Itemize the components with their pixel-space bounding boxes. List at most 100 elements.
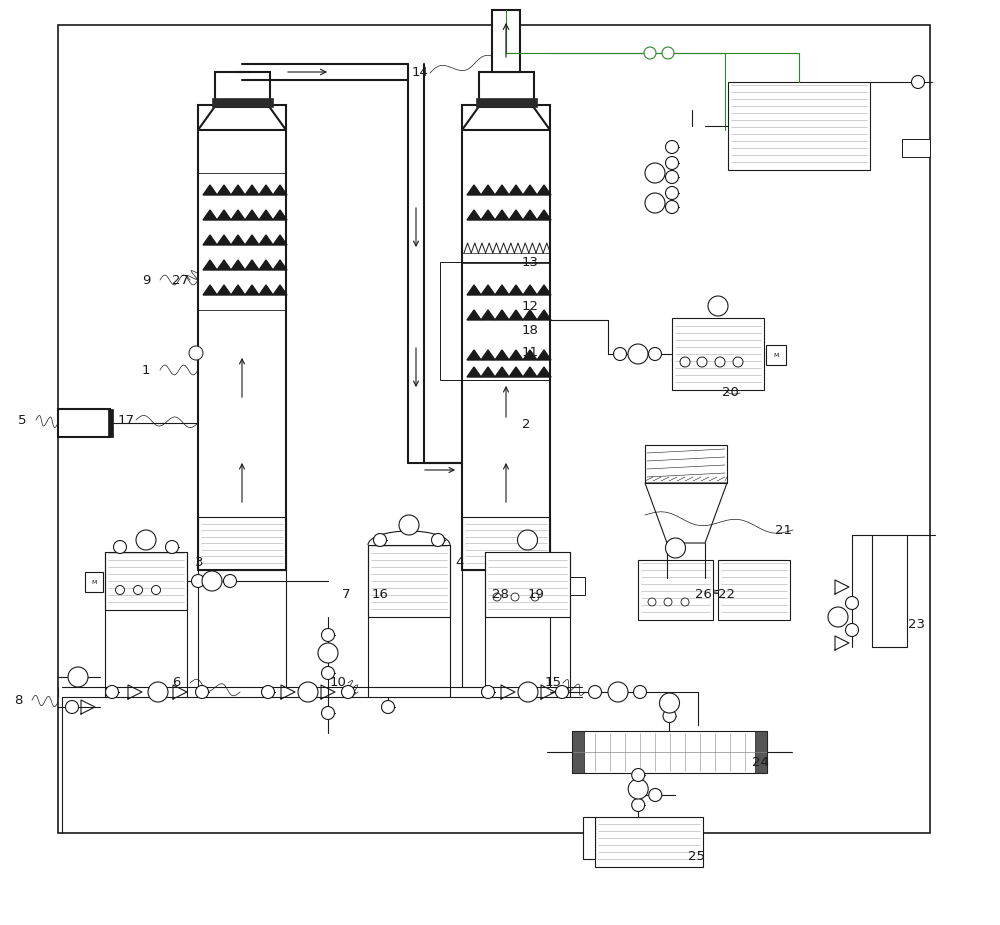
Text: 23: 23 — [908, 619, 925, 632]
Polygon shape — [217, 235, 231, 245]
Circle shape — [432, 534, 444, 547]
Bar — [212, 98, 273, 107]
Circle shape — [196, 685, 208, 698]
Bar — [672, 318, 764, 390]
Bar — [766, 345, 786, 365]
Circle shape — [645, 163, 665, 183]
Circle shape — [666, 170, 678, 183]
Circle shape — [106, 685, 119, 698]
Circle shape — [192, 574, 205, 587]
Polygon shape — [481, 367, 495, 377]
Circle shape — [518, 530, 538, 550]
Polygon shape — [467, 367, 481, 377]
Circle shape — [697, 357, 707, 367]
Polygon shape — [231, 185, 245, 195]
Text: 21: 21 — [775, 524, 792, 536]
Polygon shape — [523, 350, 537, 360]
Polygon shape — [523, 285, 537, 295]
Polygon shape — [259, 285, 273, 295]
Circle shape — [733, 357, 743, 367]
Text: 8: 8 — [14, 694, 22, 707]
Polygon shape — [231, 235, 245, 245]
Circle shape — [632, 798, 645, 811]
Circle shape — [648, 348, 662, 361]
Polygon shape — [481, 185, 495, 195]
Text: 2: 2 — [522, 418, 530, 431]
Bar — [214, 72, 270, 107]
Text: 9: 9 — [142, 274, 150, 287]
Circle shape — [342, 685, 354, 698]
Polygon shape — [523, 310, 537, 320]
Circle shape — [482, 685, 494, 698]
Circle shape — [632, 769, 645, 782]
Circle shape — [634, 685, 646, 698]
Text: 22: 22 — [718, 588, 735, 601]
Polygon shape — [245, 210, 259, 220]
Polygon shape — [273, 260, 287, 270]
Polygon shape — [203, 260, 217, 270]
Circle shape — [322, 667, 334, 680]
Bar — [58, 409, 110, 437]
Polygon shape — [467, 210, 481, 220]
Circle shape — [68, 667, 88, 687]
Bar — [85, 572, 103, 592]
Circle shape — [116, 586, 124, 595]
Bar — [462, 105, 550, 570]
Text: 3: 3 — [195, 557, 204, 570]
Bar — [108, 409, 113, 437]
Polygon shape — [231, 210, 245, 220]
Circle shape — [828, 607, 848, 627]
Text: 25: 25 — [688, 850, 705, 864]
Polygon shape — [467, 285, 481, 295]
Polygon shape — [467, 350, 481, 360]
Polygon shape — [217, 260, 231, 270]
Polygon shape — [537, 185, 551, 195]
Circle shape — [223, 574, 237, 587]
Polygon shape — [509, 210, 523, 220]
Text: 28: 28 — [492, 588, 509, 601]
Polygon shape — [537, 210, 551, 220]
Text: M: M — [773, 352, 779, 357]
Bar — [570, 577, 585, 595]
Circle shape — [664, 598, 672, 606]
Circle shape — [298, 682, 318, 702]
Circle shape — [648, 598, 656, 606]
Circle shape — [399, 515, 419, 535]
Polygon shape — [537, 285, 551, 295]
Circle shape — [318, 643, 338, 663]
Bar — [105, 552, 187, 610]
Circle shape — [189, 346, 203, 360]
Circle shape — [666, 141, 678, 154]
Polygon shape — [481, 350, 495, 360]
Polygon shape — [259, 235, 273, 245]
Text: 14: 14 — [412, 67, 429, 80]
Circle shape — [666, 156, 678, 169]
Text: 17: 17 — [118, 413, 135, 426]
Polygon shape — [509, 310, 523, 320]
Polygon shape — [259, 185, 273, 195]
Circle shape — [846, 623, 858, 636]
Circle shape — [382, 700, 394, 713]
Polygon shape — [203, 285, 217, 295]
Circle shape — [628, 779, 648, 799]
Polygon shape — [481, 210, 495, 220]
Polygon shape — [495, 350, 509, 360]
Polygon shape — [245, 185, 259, 195]
Text: 6: 6 — [172, 676, 180, 689]
Circle shape — [148, 682, 168, 702]
Polygon shape — [203, 235, 217, 245]
Circle shape — [628, 344, 648, 364]
Circle shape — [645, 193, 665, 213]
Circle shape — [374, 534, 386, 547]
Bar — [572, 731, 584, 773]
Polygon shape — [509, 350, 523, 360]
Polygon shape — [217, 210, 231, 220]
Circle shape — [666, 538, 686, 558]
Bar — [638, 560, 713, 620]
Bar — [645, 445, 727, 483]
Polygon shape — [203, 210, 217, 220]
Polygon shape — [259, 210, 273, 220]
Polygon shape — [273, 185, 287, 195]
Bar — [718, 560, 790, 620]
Circle shape — [166, 540, 179, 553]
